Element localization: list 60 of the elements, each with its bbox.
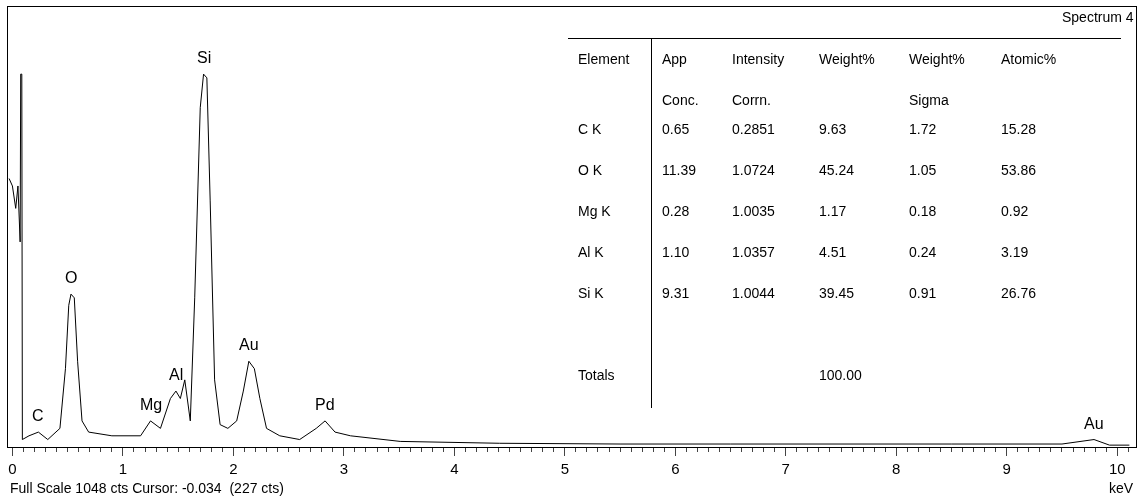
category-label: App Conc.: [662, 51, 699, 108]
text: 15.28: [1001, 121, 1037, 137]
x-axis-title: keV: [1109, 480, 1134, 496]
category-label: Weight%: [818, 50, 876, 69]
category-label: C K: [578, 121, 602, 137]
category-label: Atomic%: [1000, 50, 1058, 69]
text: 9.63: [819, 121, 847, 137]
x-tick-label: 3: [339, 460, 349, 477]
annotation: Al: [169, 366, 184, 383]
category-label: Si K: [578, 285, 604, 301]
text: 4.51: [819, 244, 847, 260]
x-tick-label: 9: [1002, 460, 1011, 477]
annotation: Si: [197, 49, 212, 66]
annotation: C: [32, 407, 44, 424]
text: 1.0044: [732, 285, 775, 301]
text: 1.0724: [732, 162, 775, 178]
text: 0.91: [909, 285, 937, 301]
text: 11.39: [662, 162, 696, 178]
x-tick-label: 7: [781, 460, 790, 477]
text: Full Scale 1048 cts Cursor: -0.034 (227 cts): [10, 480, 284, 496]
text: 1.05: [909, 162, 937, 178]
text: 1.17: [819, 203, 847, 219]
category-label: Intensity Corrn.: [732, 51, 785, 108]
text: 45.24: [819, 162, 855, 178]
x-tick-label: 4: [450, 460, 459, 477]
x-tick-label: 1: [118, 460, 128, 477]
x-tick-label: 0: [8, 460, 17, 477]
category-label: Totals: [578, 367, 615, 383]
annotation: Au: [239, 336, 259, 353]
x-tick-label: 6: [671, 460, 680, 477]
category-label: Weight% Sigma: [909, 51, 965, 108]
x-tick-label: 10: [1108, 460, 1126, 477]
text: 53.86: [1001, 162, 1037, 178]
category-label: Al K: [578, 244, 604, 260]
text: 0.92: [1001, 203, 1029, 219]
text: 39.45: [819, 285, 855, 301]
chart-title: Spectrum 4: [1062, 9, 1134, 25]
text: 1.0035: [732, 203, 775, 219]
text: 100.00: [819, 367, 862, 383]
text: 3.19: [1001, 244, 1029, 260]
text: 26.76: [1001, 285, 1037, 301]
x-tick-label: 5: [560, 460, 569, 477]
text: 0.24: [909, 244, 937, 260]
category-label: Mg K: [578, 203, 611, 219]
text: 1.10: [662, 244, 690, 260]
text: 0.18: [909, 203, 937, 219]
text: 1.0357: [732, 244, 775, 260]
text: 0.2851: [732, 121, 775, 137]
text: 9.31: [662, 285, 690, 301]
x-tick-label: 2: [229, 460, 238, 477]
annotation: O: [65, 269, 78, 286]
text: 0.28: [662, 203, 690, 219]
annotation: Au: [1084, 415, 1104, 432]
annotation: Pd: [315, 396, 335, 413]
category-label: O K: [578, 162, 603, 178]
text: 0.65: [662, 121, 690, 137]
x-tick-label: 8: [892, 460, 901, 477]
text: 1.72: [909, 121, 937, 137]
annotation: Mg: [140, 396, 163, 413]
text: Element: [568, 38, 652, 121]
